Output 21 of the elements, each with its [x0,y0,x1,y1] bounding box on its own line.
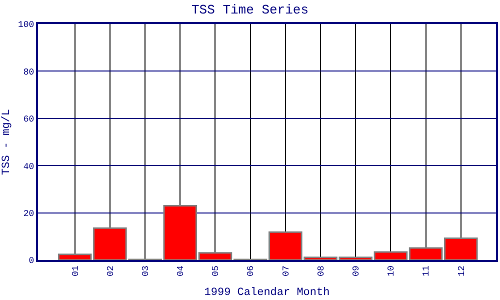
chart-title: TSS Time Series [191,2,309,18]
y-axis-title: TSS - mg/L [1,108,14,176]
x-tick-label: 12 [456,266,467,276]
y-tick-label: 80 [23,67,34,78]
x-tick-label: 07 [281,266,292,276]
x-tick-label: 03 [140,266,151,276]
y-tick-label: 0 [28,256,34,266]
x-tick-label: 06 [246,266,256,276]
x-tick-label: 02 [106,266,116,276]
x-tick-label: 10 [386,266,397,276]
x-tick-label: 04 [176,266,186,276]
y-tick-label: 40 [23,162,34,172]
y-tick-label: 100 [18,20,34,30]
y-tick-label: 20 [23,208,34,219]
y-tick-label: 60 [23,114,34,125]
x-tick-label: 08 [316,266,326,276]
x-axis-title: 1999 Calendar Month [204,287,330,300]
x-tick-label: 05 [211,266,222,276]
x-tick-label: 11 [422,266,432,276]
x-tick-label: 09 [352,266,362,276]
x-tick-label: 01 [70,266,81,276]
